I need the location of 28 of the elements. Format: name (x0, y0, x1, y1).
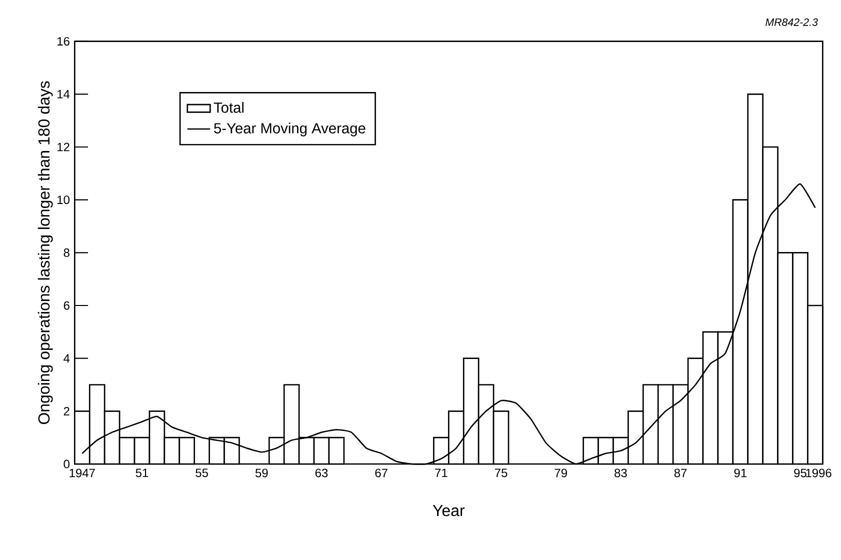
x-tick-label: 87 (674, 468, 687, 478)
x-axis-title: Year (432, 505, 465, 516)
x-tick-label: 67 (375, 468, 388, 478)
x-tick-label: 63 (315, 468, 328, 478)
y-axis-title: Ongoing operations lasting longer than 180 days (38, 81, 53, 424)
y-tick-label: 10 (58, 196, 70, 204)
x-tick-label: 59 (255, 468, 268, 478)
x-tick-label: 71 (435, 468, 448, 477)
x-tick-label: 1996 (806, 468, 832, 478)
legend-label: Total (214, 102, 244, 113)
x-tick-label: 79 (554, 468, 567, 478)
y-tick-label: 8 (64, 248, 70, 257)
text: MR842-2.3 (766, 18, 818, 26)
x-tick-label: 83 (614, 468, 627, 478)
x-tick-label: 51 (136, 468, 148, 478)
x-tick-label: 55 (196, 468, 208, 478)
legend-label: 5-Year Moving Average (214, 122, 366, 136)
x-tick-label: 1947 (70, 468, 95, 478)
y-tick-label: 14 (58, 90, 70, 98)
x-tick-label: 91 (734, 468, 746, 478)
y-tick-label: 12 (58, 142, 70, 152)
y-tick-label: 6 (64, 301, 70, 310)
y-tick-label: 2 (64, 406, 70, 416)
y-tick-label: 0 (64, 460, 70, 468)
x-tick-label: 75 (494, 468, 508, 478)
x-tick-label: 95 (794, 468, 806, 478)
y-tick-label: 4 (64, 354, 70, 362)
y-tick-label: 16 (58, 37, 70, 46)
